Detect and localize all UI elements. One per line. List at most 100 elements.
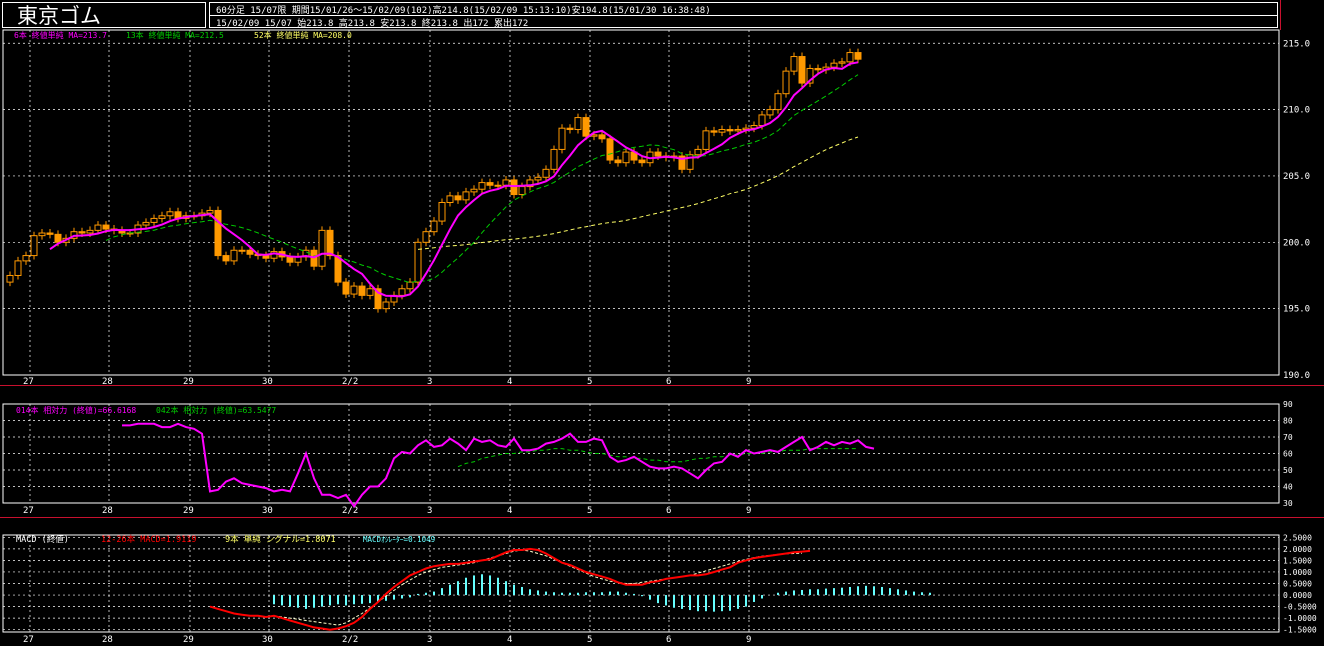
last-bar-info: 15/02/09 15/07 始213.8 高213.8 安213.8 終213… bbox=[216, 19, 529, 29]
candle bbox=[142, 221, 150, 226]
x-tick-label: 30 bbox=[262, 635, 273, 645]
price-candles bbox=[6, 48, 862, 313]
candle bbox=[46, 232, 54, 235]
y-tick-label: -1.0000 bbox=[1283, 614, 1317, 623]
x-tick-label: 5 bbox=[587, 506, 592, 516]
candle bbox=[422, 231, 430, 243]
price-moving-averages bbox=[49, 61, 859, 298]
ma52-line bbox=[417, 136, 859, 250]
candle bbox=[326, 229, 334, 257]
signal-legend: 9本 単純 シグナル=1.8071 bbox=[225, 534, 336, 545]
separator-price bbox=[0, 385, 1324, 386]
y-tick-label: 50 bbox=[1283, 466, 1293, 475]
candle bbox=[838, 61, 846, 64]
rsi-series-line bbox=[457, 448, 858, 468]
candle bbox=[758, 114, 766, 127]
x-tick-label: 27 bbox=[23, 506, 34, 516]
candle bbox=[438, 202, 446, 222]
x-tick-label: 28 bbox=[102, 506, 113, 516]
candle bbox=[502, 179, 510, 186]
candle bbox=[350, 285, 358, 295]
y-tick-label: 2.5000 bbox=[1283, 533, 1312, 542]
candle bbox=[734, 129, 742, 132]
candle bbox=[494, 184, 502, 187]
x-tick-label: 9 bbox=[746, 377, 751, 387]
price-grid: 215.0 210.0 205.0 200.0 195.0 190.0 27 28 29 30 2/… bbox=[3, 30, 1310, 387]
candle bbox=[782, 70, 790, 95]
candle bbox=[446, 195, 454, 204]
candle bbox=[550, 148, 558, 170]
candle bbox=[846, 52, 854, 63]
separator-header bbox=[1280, 0, 1281, 30]
x-tick-label: 3 bbox=[427, 506, 432, 516]
candle bbox=[750, 125, 758, 129]
candle bbox=[318, 229, 326, 267]
candle bbox=[534, 176, 542, 181]
candle bbox=[166, 211, 174, 217]
y-tick-label: 0.5000 bbox=[1283, 580, 1312, 589]
candle bbox=[230, 249, 238, 262]
candle bbox=[558, 127, 566, 150]
candle bbox=[406, 281, 414, 290]
candle bbox=[158, 215, 166, 219]
candle bbox=[606, 138, 614, 161]
candle bbox=[366, 288, 374, 296]
price-panel-frame bbox=[2, 29, 1280, 376]
x-tick-label: 6 bbox=[666, 635, 671, 645]
x-tick-label: 2/2 bbox=[342, 635, 358, 645]
candle bbox=[430, 220, 438, 233]
candle bbox=[286, 256, 294, 263]
y-tick-label: 1.5000 bbox=[1283, 556, 1312, 565]
rsi-lines bbox=[122, 422, 875, 509]
candle bbox=[334, 255, 342, 283]
candle bbox=[806, 67, 814, 84]
y-tick-label: 215.0 bbox=[1283, 39, 1310, 49]
x-tick-label: 27 bbox=[23, 635, 34, 645]
y-tick-label: 190.0 bbox=[1283, 371, 1310, 381]
y-tick-label: 200.0 bbox=[1283, 238, 1310, 248]
x-tick-label: 9 bbox=[746, 506, 751, 516]
separator-rsi bbox=[0, 517, 1324, 518]
candle bbox=[6, 274, 14, 283]
candle bbox=[622, 151, 630, 164]
info-divider bbox=[210, 15, 1277, 16]
candle bbox=[478, 182, 486, 190]
candle bbox=[214, 209, 222, 257]
candle bbox=[78, 231, 86, 234]
y-tick-label: 30 bbox=[1283, 499, 1293, 508]
candle bbox=[222, 255, 230, 262]
rsi-series-line bbox=[122, 422, 875, 509]
x-tick-label: 2/2 bbox=[342, 506, 358, 516]
candle bbox=[414, 241, 422, 283]
candle bbox=[718, 129, 726, 133]
x-tick-label: 3 bbox=[427, 635, 432, 645]
x-tick-label: 9 bbox=[746, 635, 751, 645]
x-tick-label: 30 bbox=[262, 506, 273, 516]
candle bbox=[398, 288, 406, 296]
x-tick-label: 5 bbox=[587, 635, 592, 645]
y-tick-label: 90 bbox=[1283, 400, 1293, 409]
candle bbox=[94, 224, 102, 231]
candle bbox=[102, 224, 110, 230]
candle bbox=[246, 249, 254, 255]
candle bbox=[694, 148, 702, 156]
ma13-legend: 13本 終値単純 MA=212.5 bbox=[126, 30, 224, 40]
y-tick-label: 195.0 bbox=[1283, 305, 1310, 315]
candle bbox=[774, 93, 782, 111]
candle bbox=[22, 255, 30, 262]
candle bbox=[86, 229, 94, 234]
candle bbox=[598, 134, 606, 140]
y-tick-label: 210.0 bbox=[1283, 106, 1310, 116]
rsi-grid: 90 80 70 60 50 40 30 27 28 29 30 2/2 3 4 5 6 9 bbox=[3, 400, 1293, 516]
candle bbox=[574, 117, 582, 131]
candle bbox=[766, 109, 774, 116]
candle bbox=[462, 191, 470, 201]
candle bbox=[814, 67, 822, 71]
candle bbox=[358, 285, 366, 296]
candle bbox=[206, 209, 214, 214]
macd-legend: 12-26本 MACD=1.9119 bbox=[101, 534, 197, 545]
candle bbox=[654, 151, 662, 157]
y-tick-label: 1.0000 bbox=[1283, 568, 1312, 577]
candle bbox=[342, 281, 350, 295]
